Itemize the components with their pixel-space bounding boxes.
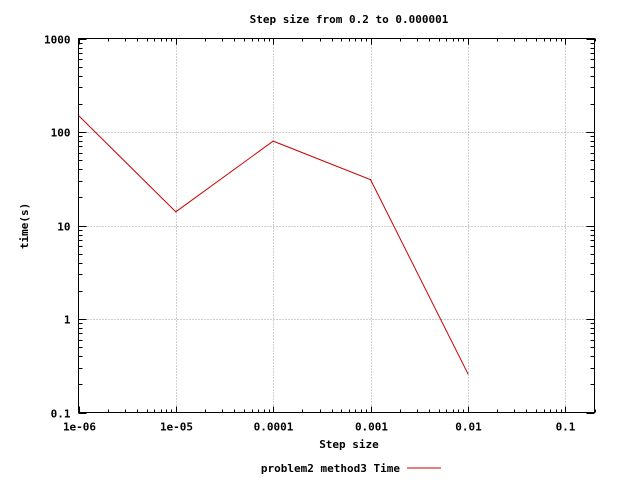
x-tick-label: 0.001 <box>355 421 388 434</box>
data-point <box>369 179 372 181</box>
x-tick-label: 0.01 <box>455 421 482 434</box>
data-point <box>467 373 469 375</box>
y-tick-label: 1 <box>64 314 71 327</box>
y-tick-label: 0.1 <box>51 408 71 421</box>
y-tick-label: 1000 <box>44 34 71 47</box>
y-tick-label: 10 <box>57 221 70 234</box>
axis-ticks: 1e-06 1e-05 0.0001 0.001 0.01 0.1 0.1 1 10 100 100… <box>44 34 596 434</box>
x-tick-label: 0.0001 <box>254 421 294 434</box>
x-tick-label: 1e-05 <box>160 421 193 434</box>
plot-frame <box>78 38 595 413</box>
x-axis-label: Step size <box>319 438 379 451</box>
legend-label: problem2 method3 Time <box>261 462 400 475</box>
series-line <box>78 115 469 374</box>
x-tick-label: 1e-06 <box>63 421 96 434</box>
data-point <box>272 140 274 142</box>
legend: problem2 method3 Time <box>261 462 441 475</box>
series-layer <box>77 114 469 375</box>
chart-title: Step size from 0.2 to 0.000001 <box>250 13 449 26</box>
y-axis-label: time(s) <box>18 203 31 249</box>
grid <box>78 38 595 413</box>
data-point <box>175 211 177 213</box>
x-tick-label: 0.1 <box>556 421 576 434</box>
y-tick-label: 100 <box>51 127 71 140</box>
